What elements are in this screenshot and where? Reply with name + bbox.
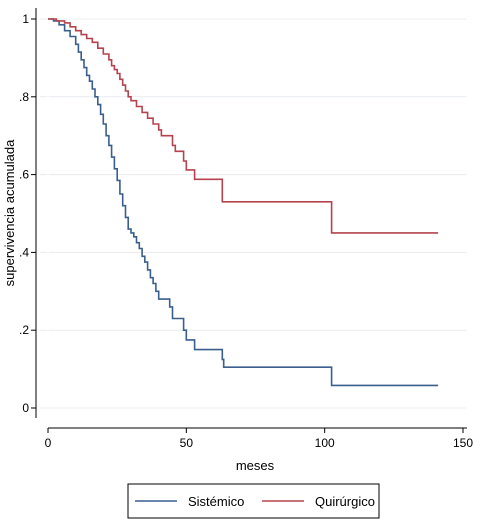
y-axis-label: supervivencia acumulada [2, 139, 17, 286]
series-layer [48, 18, 439, 387]
y-tick-label-5: 1 [22, 12, 29, 26]
x-tick-label-0: 0 [45, 436, 52, 450]
gridlines [40, 18, 467, 409]
y-tick-label-4: .8 [19, 90, 29, 104]
legend-label-1: Quirúrgico [315, 494, 375, 509]
legend: Sistémico Quirúrgico [135, 494, 375, 509]
x-axis-label: meses [236, 458, 275, 473]
y-ticks: 0 .2 .4 .6 .8 1 [19, 12, 36, 415]
x-tick-label-2: 100 [315, 436, 335, 450]
y-tick-label-3: .6 [19, 168, 29, 182]
x-tick-label-1: 50 [180, 436, 194, 450]
series-line-sistémico [48, 18, 439, 387]
y-tick-label-2: .4 [19, 245, 29, 259]
y-tick-label-1: .2 [19, 323, 29, 337]
x-tick-label-3: 150 [453, 436, 473, 450]
series-line-quirúrgico [48, 18, 439, 234]
y-tick-label-0: 0 [22, 401, 29, 415]
x-ticks: 0 50 100 150 [45, 428, 473, 450]
plot-area [47, 7, 468, 419]
legend-label-0: Sistémico [188, 494, 244, 509]
